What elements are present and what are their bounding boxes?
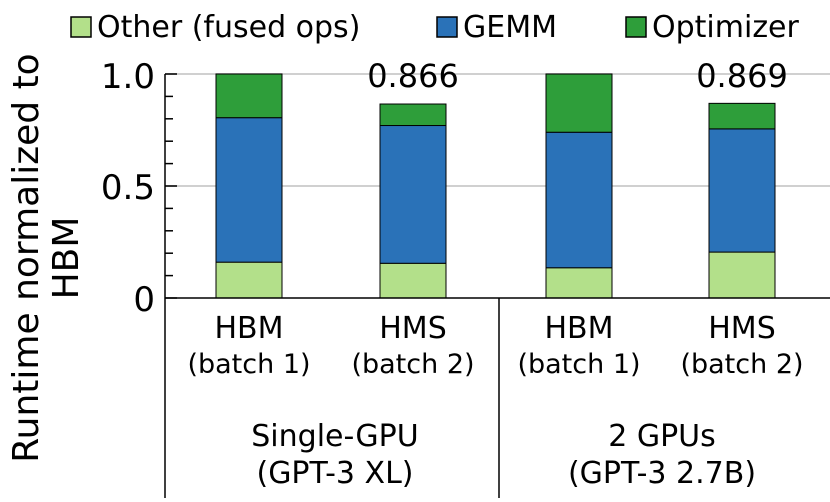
legend-swatch-other (70, 16, 92, 38)
bar-2-segment-other-fused-ops (379, 262, 447, 299)
data-label-bar-2: 0.866 (367, 57, 459, 95)
bar-4-segment-optimizer (708, 102, 776, 130)
y-tick-label-1.0: 1.0 (101, 57, 155, 97)
legend: Other (fused ops) GEMM Optimizer (70, 10, 800, 45)
legend-label-optimizer: Optimizer (652, 10, 800, 45)
category-label-3-line1: HBM (544, 311, 613, 346)
y-axis-title-line2: HBM (46, 217, 87, 300)
axes (164, 73, 830, 498)
bar-3-segment-optimizer (545, 73, 613, 133)
bar-3-segment-gemm (545, 131, 613, 269)
bar-2-segment-optimizer (379, 103, 447, 127)
bar-4-segment-other-fused-ops (708, 251, 776, 299)
category-label-4-line1: HMS (708, 311, 776, 346)
group-label-2-line2: (GPT-3 2.7B) (568, 456, 756, 491)
category-label-4-line2: (batch 2) (680, 349, 803, 380)
group-label-1-line2: (GPT-3 XL) (256, 456, 413, 491)
y-axis-title-line1: Runtime normalized to (6, 53, 47, 462)
bar-3-segment-other-fused-ops (545, 267, 613, 299)
group-label-2-line1: 2 GPUs (608, 419, 716, 454)
category-label-2-line1: HMS (379, 311, 447, 346)
legend-label-gemm: GEMM (463, 10, 557, 45)
bar-1-segment-other-fused-ops (215, 261, 283, 299)
legend-label-other: Other (fused ops) (97, 10, 360, 45)
bars (215, 73, 776, 299)
category-label-3-line2: (batch 1) (517, 349, 640, 380)
bar-1-segment-optimizer (215, 73, 283, 119)
bar-1-segment-gemm (215, 117, 283, 263)
bar-4-segment-gemm (708, 128, 776, 253)
data-label-bar-4: 0.869 (696, 57, 788, 95)
group-label-1-line1: Single-GPU (251, 419, 418, 454)
y-tick-label-0.5: 0.5 (101, 168, 155, 208)
category-label-1-line2: (batch 1) (187, 349, 310, 380)
category-label-2-line2: (batch 2) (351, 349, 474, 380)
legend-swatch-optimizer (625, 16, 647, 38)
legend-swatch-gemm (436, 16, 458, 38)
y-tick-label-0: 0 (133, 280, 155, 320)
category-label-1-line1: HBM (214, 311, 283, 346)
bar-2-segment-gemm (379, 125, 447, 264)
